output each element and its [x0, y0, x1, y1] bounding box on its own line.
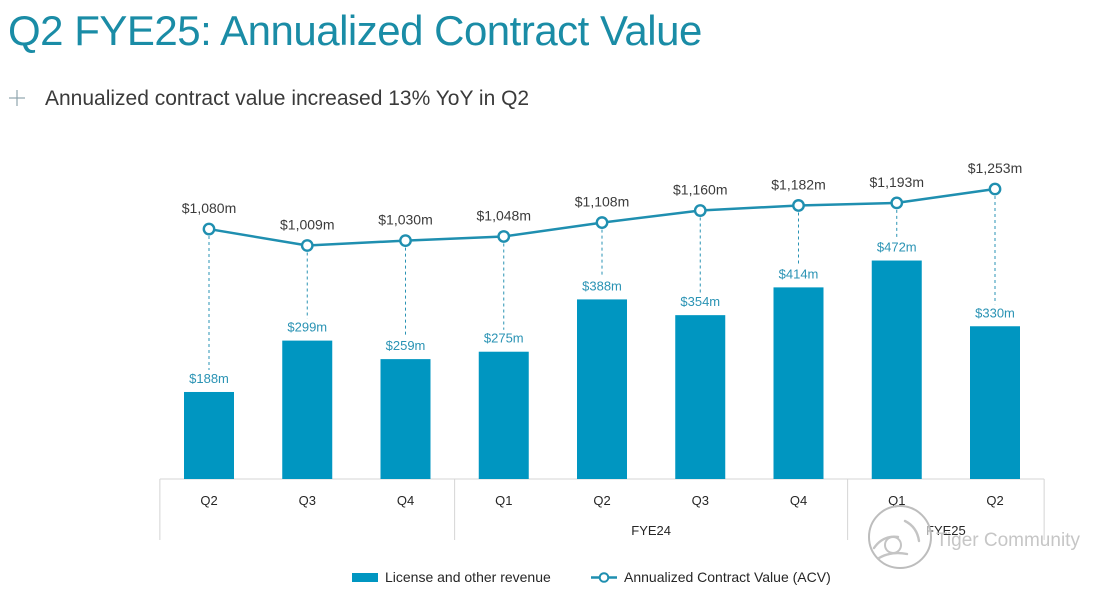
revenue-bar — [970, 326, 1020, 479]
acv-marker — [890, 196, 904, 210]
acv-marker — [300, 239, 314, 252]
watermark: Tiger Community — [868, 505, 1080, 569]
logo-stripe — [903, 519, 921, 543]
chart-legend: License and other revenue Annualized Con… — [352, 569, 831, 585]
quarter-label: Q1 — [495, 493, 512, 508]
page-title: Q2 FYE25: Annualized Contract Value — [8, 7, 702, 54]
acv-marker — [497, 230, 511, 243]
acv-marker — [693, 204, 707, 217]
revenue-bars — [184, 260, 1020, 479]
acv-data-label: $1,193m — [870, 174, 924, 190]
acv-marker — [595, 216, 609, 229]
legend-label-acv: Annualized Contract Value (ACV) — [624, 569, 831, 585]
quarter-label: Q4 — [790, 493, 807, 508]
revenue-bar — [380, 359, 431, 479]
acv-data-label: $1,253m — [968, 160, 1022, 176]
bar-data-label: $414m — [779, 266, 819, 281]
acv-data-label: $1,160m — [673, 182, 727, 198]
logo-ring — [868, 505, 932, 569]
acv-marker — [202, 222, 216, 236]
acv-data-label: $1,182m — [771, 176, 825, 192]
revenue-bar — [282, 340, 333, 479]
logo-stripe — [877, 551, 909, 560]
revenue-bar — [871, 260, 922, 479]
revenue-bar — [577, 299, 627, 479]
bar-data-label: $259m — [386, 338, 426, 353]
legend-item-acv: Annualized Contract Value (ACV) — [591, 569, 831, 585]
legend-item-license-revenue: License and other revenue — [352, 569, 551, 585]
bar-data-label: $275m — [484, 331, 524, 346]
acv-series — [202, 182, 1002, 252]
tiger-logo-icon — [868, 505, 932, 569]
revenue-bar — [675, 315, 726, 479]
bar-data-label: $354m — [680, 294, 720, 309]
data-labels: $188m $299m $259m $275m $388m $354m $414m $472m… — [182, 160, 1022, 386]
legend-bar-swatch — [352, 573, 378, 582]
revenue-bar — [184, 391, 234, 479]
fiscal-year-label: FYE25 — [926, 523, 966, 538]
category-axis: FYE24 FYE25 Q2 Q3 Q4 Q1 Q2 Q3 Q4 Q1 Q2 — [159, 478, 1045, 540]
acv-data-label: $1,030m — [378, 212, 432, 228]
bar-data-label: $188m — [189, 371, 229, 386]
fiscal-year-label: FYE24 — [631, 523, 671, 538]
bar-data-label: $472m — [877, 240, 917, 255]
subtitle-text: Annualized contract value increased 13% … — [45, 87, 530, 110]
acv-marker — [988, 182, 1002, 196]
legend-label-license-revenue: License and other revenue — [385, 569, 551, 585]
plus-icon — [9, 90, 25, 106]
acv-marker — [399, 234, 412, 248]
acv-marker — [792, 199, 805, 212]
logo-stripe — [872, 535, 900, 550]
quarter-label: Q4 — [397, 493, 414, 508]
watermark-text: Tiger Community — [936, 530, 1080, 551]
acv-data-label: $1,048m — [477, 207, 531, 223]
bar-data-label: $388m — [582, 278, 622, 293]
quarter-label: Q2 — [593, 493, 610, 508]
revenue-bar — [773, 287, 824, 479]
revenue-bar — [478, 351, 529, 479]
acv-data-label: $1,108m — [575, 194, 629, 210]
acv-data-label: $1,080m — [182, 200, 236, 216]
legend-circle-marker-icon — [598, 572, 610, 583]
quarter-label: Q3 — [299, 493, 316, 508]
drop-lines — [208, 196, 996, 370]
quarter-label: Q2 — [986, 493, 1003, 508]
bar-data-label: $299m — [287, 320, 327, 335]
bar-data-label: $330m — [975, 305, 1015, 320]
quarter-label: Q3 — [692, 493, 709, 508]
acv-data-label: $1,009m — [280, 216, 334, 232]
quarter-label: Q2 — [200, 493, 217, 508]
quarter-label: Q1 — [888, 493, 905, 508]
